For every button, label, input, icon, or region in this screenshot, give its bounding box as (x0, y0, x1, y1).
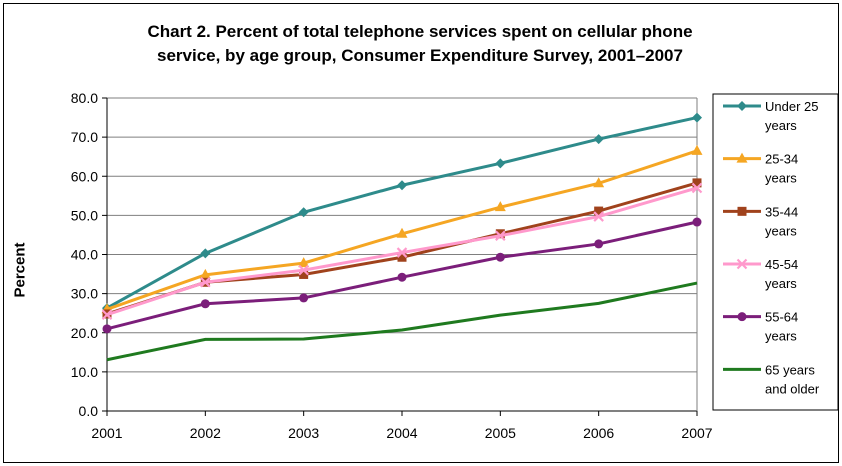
data-point-s4-1 (200, 299, 210, 309)
x-tick-label: 2007 (681, 425, 712, 441)
data-point-s1-5 (593, 177, 605, 188)
legend-label-5-1: and older (765, 381, 820, 396)
legend-label-2-0: 35-44 (765, 204, 798, 219)
data-point-s0-3 (397, 180, 407, 191)
y-tick-label: 40.0 (71, 247, 98, 263)
legend-swatch-marker-0 (737, 101, 747, 111)
legend-swatch-marker-3 (736, 258, 748, 270)
data-point-s3-0 (101, 309, 113, 321)
data-point-s4-6 (692, 217, 702, 227)
chart-title-line-1: Chart 2. Percent of total telephone serv… (147, 22, 693, 41)
x-tick-label: 2005 (485, 425, 516, 441)
x-tick-label: 2002 (190, 425, 221, 441)
data-point-s4-0 (102, 324, 112, 334)
series-line-5 (106, 281, 698, 362)
data-point-s3-3 (396, 247, 408, 258)
data-point-s3-2 (298, 264, 309, 276)
chart-title-line-2: service, by age group, Consumer Expendit… (157, 46, 683, 65)
legend-swatch-marker-1 (736, 152, 748, 163)
y-tick-label: 50.0 (71, 207, 98, 223)
data-point-s2-2 (299, 269, 309, 279)
data-point-s3-1 (200, 277, 211, 288)
data-point-s2-4 (495, 229, 505, 239)
data-point-s2-5 (594, 206, 604, 216)
data-point-s4-3 (397, 272, 407, 282)
x-tick-label: 2004 (386, 425, 417, 441)
x-tick-label: 2001 (91, 425, 122, 441)
data-point-s2-3 (397, 252, 407, 262)
series-line-2 (106, 181, 698, 316)
x-tick-label: 2006 (583, 425, 614, 441)
legend-label-5-0: 65 years (765, 362, 815, 377)
data-point-s1-4 (494, 201, 506, 212)
legend-label-2-1: years (765, 223, 797, 238)
y-tick-label: 80.0 (71, 90, 98, 106)
legend-swatch-marker-2 (737, 206, 747, 216)
legend-label-4-0: 55-64 (765, 310, 798, 325)
y-tick-label: 30.0 (71, 286, 98, 302)
data-point-s0-5 (593, 134, 604, 145)
legend-label-3-1: years (765, 276, 797, 291)
data-point-s4-4 (495, 252, 505, 262)
legend-label-0-0: Under 25 (765, 99, 818, 114)
chart-frame (3, 3, 839, 463)
legend-label-1-1: years (765, 171, 797, 186)
legend-box (712, 93, 839, 411)
data-point-s3-6 (691, 182, 703, 194)
data-point-s0-6 (692, 112, 702, 123)
y-tick-label: 0.0 (79, 403, 99, 419)
legend-label-4-1: years (765, 329, 797, 344)
data-point-s1-3 (396, 227, 408, 238)
data-point-s4-5 (594, 239, 604, 249)
y-tick-label: 70.0 (71, 129, 98, 145)
data-point-s0-4 (495, 158, 506, 169)
legend-label-0-1: years (765, 118, 797, 133)
data-point-s1-1 (199, 268, 211, 279)
chart-title: Chart 2. Percent of total telephone serv… (60, 20, 780, 68)
data-point-s0-1 (200, 248, 211, 259)
y-tick-label: 20.0 (71, 325, 98, 341)
data-point-s2-6 (692, 178, 702, 188)
data-point-s1-6 (691, 144, 703, 155)
data-point-s1-2 (298, 257, 310, 268)
y-tick-label: 60.0 (71, 168, 98, 184)
data-point-s3-4 (495, 230, 506, 241)
data-point-s0-2 (298, 207, 309, 218)
y-tick-label: 10.0 (71, 364, 98, 380)
x-tick-label: 2003 (288, 425, 319, 441)
legend-label-1-0: 25-34 (765, 152, 798, 167)
legend-swatch-marker-4 (737, 312, 747, 322)
data-point-s3-5 (593, 211, 604, 222)
legend-label-3-0: 45-54 (765, 257, 798, 272)
data-point-s4-2 (299, 293, 309, 303)
